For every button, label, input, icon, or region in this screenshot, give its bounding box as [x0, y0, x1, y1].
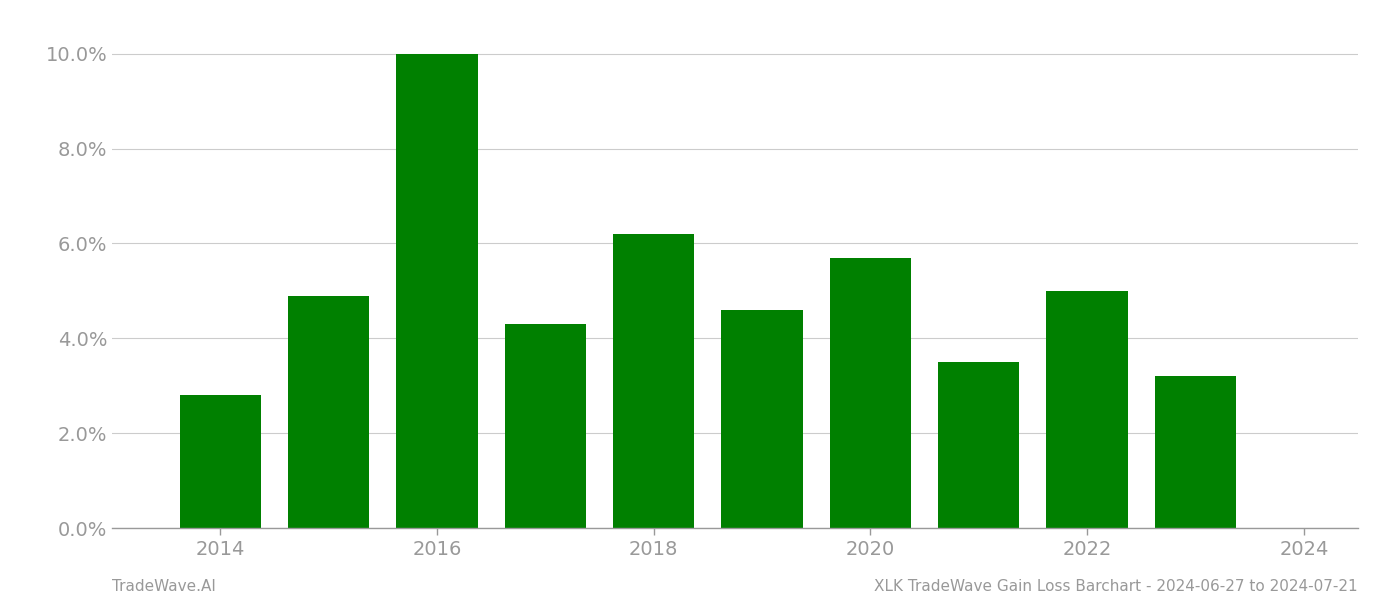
Bar	[613, 234, 694, 528]
Bar	[396, 54, 477, 528]
Bar	[721, 310, 802, 528]
Bar	[1046, 291, 1128, 528]
Bar	[1155, 376, 1236, 528]
Bar	[288, 296, 370, 528]
Bar	[938, 362, 1019, 528]
Bar	[179, 395, 260, 528]
Bar	[830, 257, 911, 528]
Text: XLK TradeWave Gain Loss Barchart - 2024-06-27 to 2024-07-21: XLK TradeWave Gain Loss Barchart - 2024-…	[875, 579, 1358, 594]
Bar	[505, 324, 587, 528]
Text: TradeWave.AI: TradeWave.AI	[112, 579, 216, 594]
